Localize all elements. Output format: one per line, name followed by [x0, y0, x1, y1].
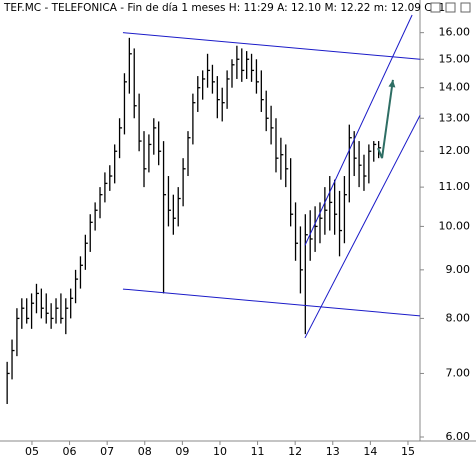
y-tick-label: 9.00: [446, 263, 471, 276]
y-tick-label: 8.00: [446, 311, 471, 324]
x-tick-label: 05: [25, 445, 39, 458]
y-tick-label: 13.00: [439, 111, 471, 124]
y-tick-label: 6.00: [446, 430, 471, 443]
x-tick-label: 13: [326, 445, 340, 458]
y-tick-label: 7.00: [446, 366, 471, 379]
trendline: [304, 115, 421, 339]
trendline: [122, 32, 421, 60]
header-icon[interactable]: [445, 2, 456, 13]
header-icon[interactable]: [460, 2, 471, 13]
arrow-stub: [377, 147, 383, 159]
trendline: [122, 288, 421, 317]
x-tick-label: 10: [213, 445, 227, 458]
x-tick-label: 09: [175, 445, 189, 458]
chart-title: TEF.MC - TELEFONICA - Fin de día 1 meses…: [3, 2, 445, 14]
x-tick-label: 11: [251, 445, 265, 458]
header-icon[interactable]: [430, 2, 441, 13]
arrow-shaft: [381, 79, 394, 159]
y-tick-label: 12.00: [439, 144, 471, 157]
y-tick-label: 10.00: [439, 219, 471, 232]
y-tick-label: 11.00: [439, 180, 471, 193]
x-tick-label: 14: [363, 445, 377, 458]
x-tick-label: 15: [401, 445, 415, 458]
y-tick-label: 16.00: [439, 26, 471, 39]
x-tick-label: 06: [63, 445, 77, 458]
arrow-head: [388, 79, 396, 88]
x-tick-label: 12: [288, 445, 302, 458]
y-tick-label: 15.00: [439, 52, 471, 65]
y-tick-label: 14.00: [439, 81, 471, 94]
x-tick-label: 07: [100, 445, 114, 458]
trendline: [304, 14, 413, 246]
x-tick-label: 08: [138, 445, 152, 458]
